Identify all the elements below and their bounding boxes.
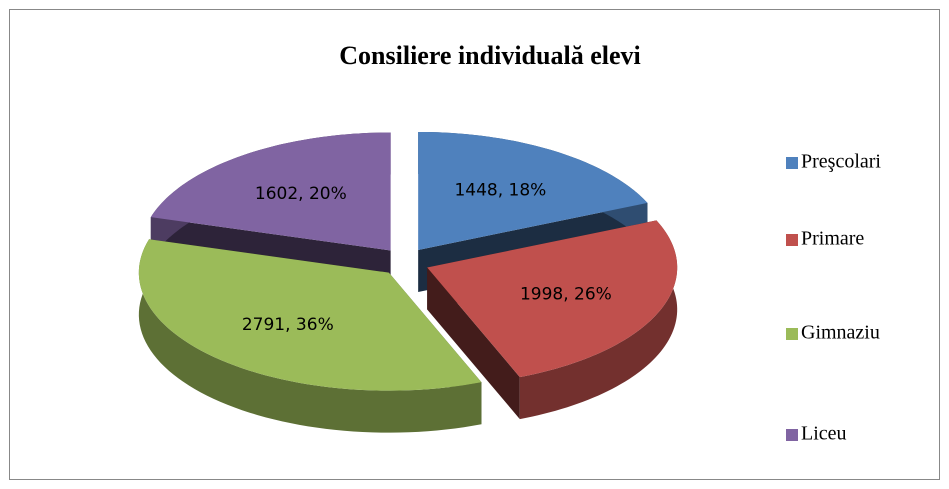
legend-label: Primare <box>801 228 864 250</box>
legend-label: Liceu <box>801 423 847 445</box>
slice <box>138 239 482 433</box>
slice-wall <box>519 220 678 420</box>
slice <box>418 131 648 250</box>
legend-label: Preşcolari <box>801 151 881 173</box>
legend-label: Gimnaziu <box>801 322 880 344</box>
slice-wall <box>138 239 482 433</box>
legend-swatch <box>786 157 798 169</box>
slice <box>150 132 391 251</box>
data-label: 1448, 18% <box>454 181 546 201</box>
slice-side <box>427 267 520 420</box>
slice <box>138 239 482 391</box>
legend-swatch <box>786 328 798 340</box>
legend-swatch <box>786 429 798 441</box>
data-label: 1998, 26% <box>520 284 612 304</box>
data-label: 1602, 20% <box>255 184 347 204</box>
slice <box>427 220 678 378</box>
slice <box>427 220 678 420</box>
chart-title: Consiliere individuală elevi <box>339 41 640 70</box>
data-label: 2791, 36% <box>242 315 334 335</box>
legend-swatch <box>786 234 798 246</box>
